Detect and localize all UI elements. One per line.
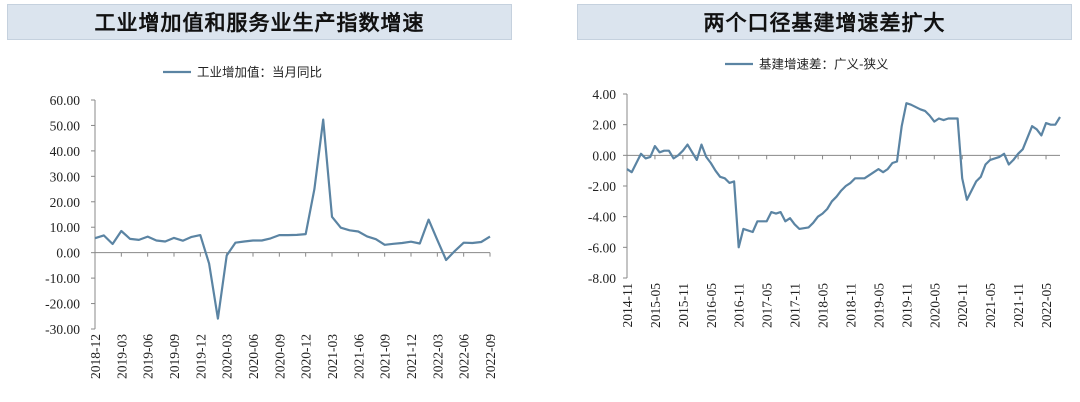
x-tick-label: 2020-03 xyxy=(220,334,235,379)
x-tick-label: 2015-11 xyxy=(676,283,691,328)
legend-label: 工业增加值：当月同比 xyxy=(197,65,322,80)
y-tick-label: 4.00 xyxy=(592,87,616,102)
x-tick-label: 2016-05 xyxy=(704,283,719,328)
left-chart-panel: 工业增加值和服务业生产指数增速 工业增加值：当月同比 60.00 50.00 40.0… xyxy=(7,4,512,380)
x-tick-label: 2017-11 xyxy=(788,283,803,328)
x-tick-label: 2019-11 xyxy=(899,283,914,328)
x-tick-label: 2018-12 xyxy=(88,334,103,379)
x-tick-label: 2020-09 xyxy=(272,334,287,379)
x-tick-label: 2021-12 xyxy=(404,334,419,379)
x-tick-label: 2020-12 xyxy=(299,334,314,379)
y-tick-label: -4.00 xyxy=(588,210,616,225)
x-tick-label: 2021-06 xyxy=(351,334,366,379)
y-tick-label: 60.00 xyxy=(50,93,81,108)
x-tick-label: 2019-06 xyxy=(141,334,156,379)
x-tick-label: 2019-03 xyxy=(114,334,129,379)
series-line xyxy=(626,102,1061,249)
x-tick-label: 2016-11 xyxy=(732,283,747,328)
x-tick-label: 2019-09 xyxy=(167,334,182,379)
x-tick-label: 2020-06 xyxy=(246,334,261,379)
legend-label: 基建增速差：广义-狭义 xyxy=(759,57,889,72)
right-chart-title-bar: 两个口径基建增速差扩大 xyxy=(577,4,1072,40)
y-tick-label: 2.00 xyxy=(592,118,616,133)
left-chart-title-bar: 工业增加值和服务业生产指数增速 xyxy=(7,4,512,40)
right-chart-panel: 两个口径基建增速差扩大 基建增速差：广义-狭义 4.00 2.00 0.00 -2.00… xyxy=(540,0,1080,402)
y-tick-label: 30.00 xyxy=(50,169,81,184)
left-chart-svg: 工业增加值：当月同比 60.00 50.00 40.00 30.00 20.00 10.00… xyxy=(45,65,498,380)
x-tick-label: 2021-05 xyxy=(983,283,998,328)
right-chart-title: 两个口径基建增速差扩大 xyxy=(703,11,946,35)
left-chart-title: 工业增加值和服务业生产指数增速 xyxy=(94,11,425,35)
x-tick-label: 2022-03 xyxy=(430,334,445,379)
x-tick-label: 2021-03 xyxy=(325,334,340,379)
y-tick-label: 0.00 xyxy=(56,246,80,261)
x-tick-label: 2022-05 xyxy=(1039,283,1054,328)
x-tick-label: 2017-05 xyxy=(760,283,775,328)
x-tick-label: 2022-09 xyxy=(483,334,498,379)
y-tick-label: -6.00 xyxy=(588,240,616,255)
x-tick-label: 2019-12 xyxy=(193,334,208,379)
x-tick-label: 2015-05 xyxy=(648,283,663,328)
x-tick-label: 2018-05 xyxy=(816,283,831,328)
x-tick-label: 2020-11 xyxy=(955,283,970,328)
x-tick-label: 2020-05 xyxy=(927,283,942,328)
x-tick-label: 2021-11 xyxy=(1011,283,1026,328)
y-tick-label: -30.00 xyxy=(45,322,80,337)
y-tick-label: 40.00 xyxy=(50,144,81,159)
x-tick-label: 2019-05 xyxy=(871,283,886,328)
y-tick-label: -10.00 xyxy=(45,271,80,286)
y-tick-label: 20.00 xyxy=(50,195,81,210)
y-tick-label: 50.00 xyxy=(50,118,81,133)
right-chart-svg: 基建增速差：广义-狭义 4.00 2.00 0.00 -2.00 -4.00 -6.00 -8… xyxy=(588,57,1061,328)
y-tick-label: 0.00 xyxy=(592,148,616,163)
y-tick-label: -2.00 xyxy=(588,179,616,194)
x-tick-label: 2021-09 xyxy=(378,334,393,379)
x-tick-label: 2022-06 xyxy=(457,334,472,379)
x-tick-label: 2014-11 xyxy=(620,283,635,328)
series-line xyxy=(94,118,491,320)
y-tick-label: 10.00 xyxy=(50,220,81,235)
y-tick-label: -20.00 xyxy=(45,297,80,312)
y-tick-label: -8.00 xyxy=(588,271,616,286)
x-tick-label: 2018-11 xyxy=(843,283,858,328)
